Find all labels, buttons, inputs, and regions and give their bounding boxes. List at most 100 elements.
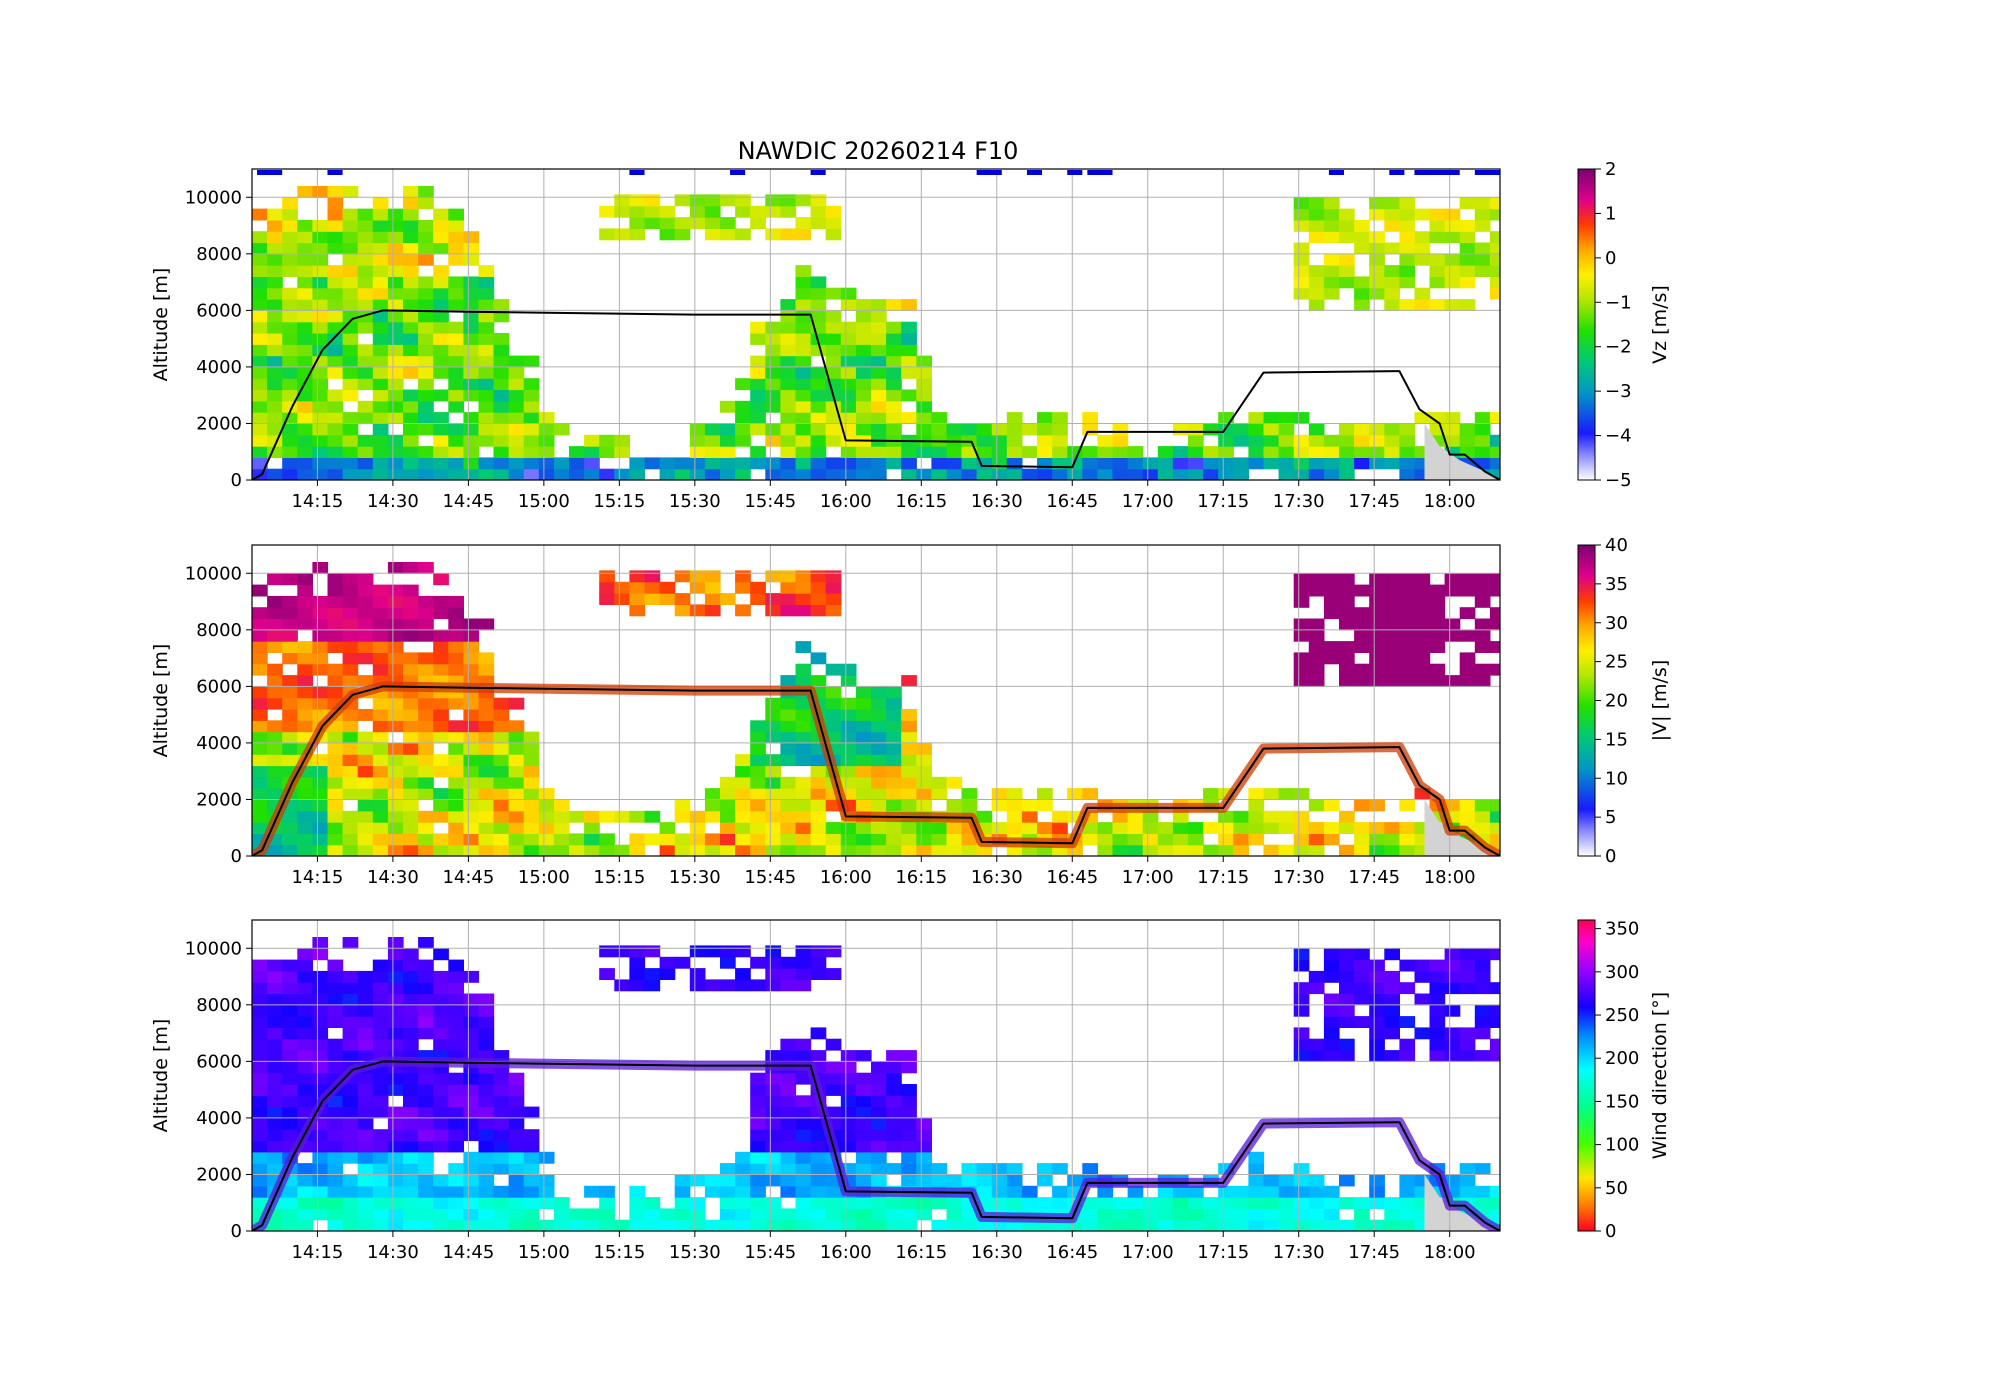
flight-altitude-line — [252, 309, 1500, 480]
x-tick-label: 17:15 — [1197, 867, 1249, 888]
colorbar-tick-label: 10 — [1605, 768, 1628, 789]
x-tick-label: 16:15 — [895, 491, 947, 512]
x-tick-label: 14:45 — [442, 867, 494, 888]
x-tick-label: 17:30 — [1273, 867, 1325, 888]
cloud-top-flag — [810, 170, 826, 175]
cloud-top-flag — [1328, 170, 1344, 175]
x-tick-label: 17:45 — [1348, 867, 1400, 888]
colorbar-tick-label: 35 — [1605, 574, 1628, 595]
x-tick-label: 17:45 — [1348, 1242, 1400, 1263]
x-tick-label: 16:45 — [1046, 491, 1098, 512]
x-tick-label: 16:30 — [971, 867, 1023, 888]
x-tick-label: 14:15 — [291, 867, 343, 888]
x-tick-label: 15:15 — [593, 491, 645, 512]
ground-mask — [1424, 799, 1500, 856]
colorbar-tick-label: 5 — [1605, 807, 1616, 828]
x-tick-label: 16:00 — [820, 867, 872, 888]
x-tick-label: 15:45 — [744, 1242, 796, 1263]
x-tick-label: 16:00 — [820, 491, 872, 512]
colorbar-tick-label: −3 — [1605, 381, 1632, 402]
colorbar-label: Vz [m/s] — [1649, 285, 1671, 364]
cloud-top-flag — [1087, 170, 1113, 175]
x-tick-label: 15:30 — [669, 867, 721, 888]
x-tick-label: 17:30 — [1273, 1242, 1325, 1263]
y-tick-label: 6000 — [196, 300, 242, 321]
heatmap-cells — [252, 562, 1500, 856]
x-tick-label: 15:30 — [669, 1242, 721, 1263]
heatmap-cells — [252, 186, 1500, 480]
cloud-top-flag — [257, 170, 283, 175]
x-tick-label: 14:30 — [367, 1242, 419, 1263]
cloud-top-flag — [730, 170, 746, 175]
colorbar-tick-label: 30 — [1605, 613, 1628, 634]
colorbar-tick-label: 20 — [1605, 691, 1628, 712]
vz-panel: 14:15 14:30 14:45 15:00 15:15 15:30 15:45 16:00… — [150, 159, 1671, 512]
cloud-top-flag — [1067, 170, 1083, 175]
x-tick-label: 17:00 — [1122, 867, 1174, 888]
axes-frame — [251, 544, 1501, 857]
ground-mask — [1424, 423, 1500, 480]
cloud-top-flag — [1474, 170, 1500, 175]
colorbar-tick-label: 1 — [1605, 203, 1616, 224]
y-tick-label: 8000 — [196, 244, 242, 265]
x-tick-label: 18:00 — [1424, 867, 1476, 888]
heatmap-cells — [252, 937, 1500, 1231]
x-tick-label: 17:00 — [1122, 1242, 1174, 1263]
y-tick-label: 4000 — [196, 357, 242, 378]
x-tick-label: 14:45 — [442, 491, 494, 512]
cloud-top-flag — [327, 170, 343, 175]
x-tick-label: 17:45 — [1348, 491, 1400, 512]
colorbar-tick-label: 0 — [1605, 846, 1616, 867]
x-tick-label: 17:15 — [1197, 491, 1249, 512]
grid — [252, 169, 1500, 480]
axes-frame — [251, 919, 1501, 1232]
x-tick-label: 17:30 — [1273, 491, 1325, 512]
colorbar — [1577, 919, 1596, 1232]
x-tick-label: 14:45 — [442, 1242, 494, 1263]
y-tick-label: 2000 — [196, 413, 242, 434]
flight-altitude-line — [252, 685, 1500, 856]
figure-title: NAWDIC 20260214 F10 — [738, 137, 1019, 165]
colorbar-tick-label: 150 — [1605, 1091, 1639, 1112]
ground-mask — [1424, 1174, 1500, 1231]
y-tick-label: 8000 — [196, 620, 242, 641]
cloud-top-flag — [1389, 170, 1405, 175]
colorbar-tick-label: 50 — [1605, 1178, 1628, 1199]
x-tick-label: 17:00 — [1122, 491, 1174, 512]
y-tick-label: 4000 — [196, 733, 242, 754]
x-tick-label: 16:15 — [895, 867, 947, 888]
colorbar-tick-label: 2 — [1605, 159, 1616, 180]
x-tick-label: 16:30 — [971, 1242, 1023, 1263]
x-tick-label: 14:30 — [367, 491, 419, 512]
colorbar-tick-label: 300 — [1605, 962, 1639, 983]
y-tick-label: 6000 — [196, 676, 242, 697]
y-tick-label: 0 — [231, 846, 242, 867]
y-tick-label: 6000 — [196, 1051, 242, 1072]
colorbar-tick-label: 200 — [1605, 1048, 1639, 1069]
wind-speed-panel: 14:15 14:30 14:45 15:00 15:15 15:30 15:45 16:00… — [150, 535, 1671, 888]
colorbar-tick-label: −2 — [1605, 337, 1632, 358]
x-tick-label: 16:30 — [971, 491, 1023, 512]
flight-altitude-line — [252, 1060, 1500, 1231]
x-tick-label: 16:15 — [895, 1242, 947, 1263]
colorbar-tick-label: 0 — [1605, 1221, 1616, 1242]
x-tick-label: 15:00 — [518, 1242, 570, 1263]
colorbar-tick-label: 25 — [1605, 652, 1628, 673]
colorbar-tick-label: −4 — [1605, 426, 1632, 447]
x-tick-label: 15:45 — [744, 491, 796, 512]
x-tick-label: 15:00 — [518, 491, 570, 512]
colorbar-tick-label: 350 — [1605, 919, 1639, 940]
x-tick-label: 16:45 — [1046, 867, 1098, 888]
y-tick-label: 10000 — [185, 187, 242, 208]
y-tick-label: 8000 — [196, 995, 242, 1016]
x-tick-label: 14:15 — [291, 491, 343, 512]
y-tick-label: 10000 — [185, 938, 242, 959]
x-tick-label: 15:45 — [744, 867, 796, 888]
axes-frame — [251, 168, 1501, 481]
x-tick-label: 16:45 — [1046, 1242, 1098, 1263]
colorbar-label: |V| [m/s] — [1649, 660, 1671, 741]
y-tick-label: 0 — [231, 470, 242, 491]
x-tick-label: 15:15 — [593, 867, 645, 888]
colorbar-tick-label: 40 — [1605, 535, 1628, 556]
